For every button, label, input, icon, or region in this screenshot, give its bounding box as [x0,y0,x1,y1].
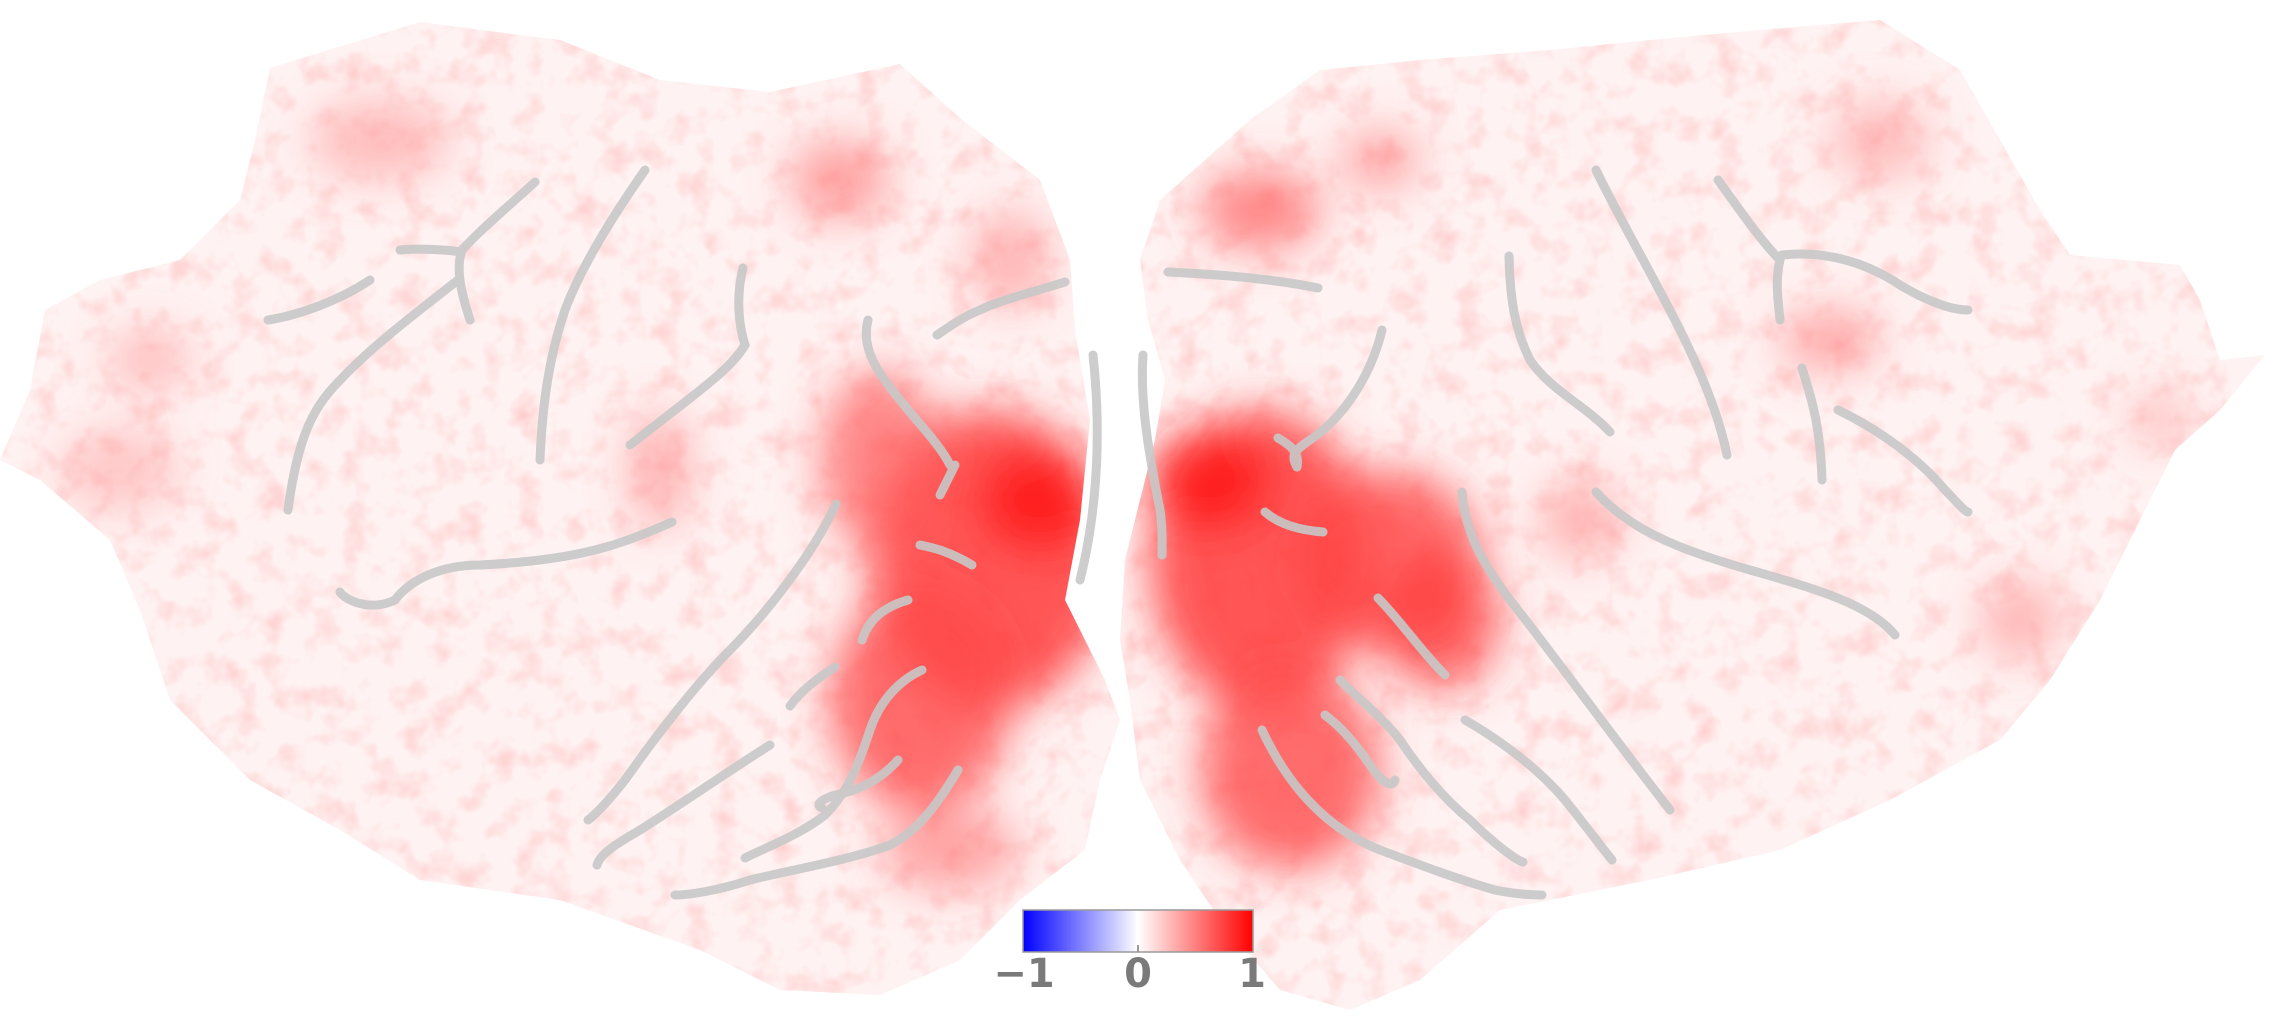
colorbar [1022,909,1254,953]
left-activation-regions [60,100,1110,890]
left-sulcus-lines [263,165,1102,900]
colorbar-tick-label-max: 1 [1238,951,1266,997]
colorbar-tick-label-min: −1 [993,951,1055,997]
left-hemisphere-flatmap [0,22,1120,995]
right-hemisphere-flatmap [1120,20,2265,1010]
right-sulcus-lines [1137,165,1973,900]
colorbar-tick-label-mid: 0 [1124,951,1152,997]
